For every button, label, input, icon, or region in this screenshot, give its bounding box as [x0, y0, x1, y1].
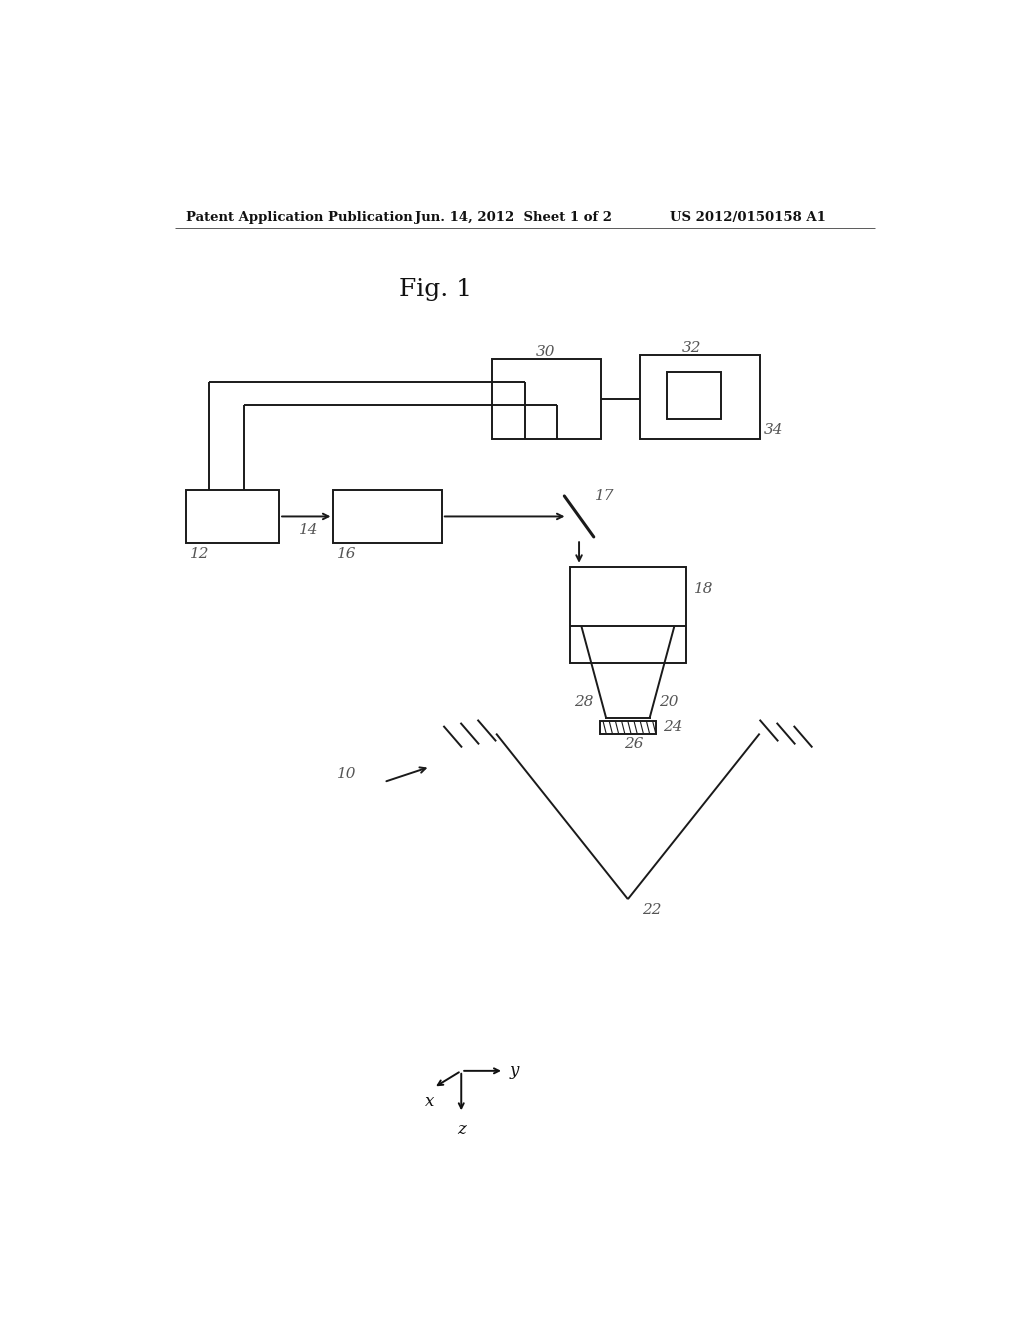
Bar — [667, 372, 721, 418]
Text: z: z — [457, 1121, 466, 1138]
Text: 12: 12 — [190, 548, 210, 561]
Text: 10: 10 — [337, 767, 356, 781]
Text: Fig. 1: Fig. 1 — [399, 277, 472, 301]
Text: Patent Application Publication: Patent Application Publication — [186, 211, 413, 224]
Text: 16: 16 — [337, 548, 356, 561]
Text: 17: 17 — [595, 490, 614, 503]
Text: Jun. 14, 2012  Sheet 1 of 2: Jun. 14, 2012 Sheet 1 of 2 — [415, 211, 611, 224]
Bar — [493, 359, 601, 440]
Text: US 2012/0150158 A1: US 2012/0150158 A1 — [671, 211, 826, 224]
Text: 20: 20 — [658, 696, 678, 709]
Bar — [640, 355, 760, 440]
Bar — [569, 566, 686, 663]
Bar — [334, 490, 442, 544]
Text: 34: 34 — [764, 422, 783, 437]
Text: 28: 28 — [573, 696, 593, 709]
Text: 26: 26 — [624, 738, 643, 751]
Bar — [600, 721, 655, 734]
Text: 24: 24 — [664, 719, 683, 734]
Bar — [186, 490, 280, 544]
Text: 30: 30 — [536, 345, 555, 359]
Text: y: y — [510, 1063, 519, 1080]
Text: x: x — [425, 1093, 434, 1110]
Text: 22: 22 — [642, 903, 662, 917]
Text: 14: 14 — [299, 523, 318, 537]
Text: 18: 18 — [693, 582, 714, 595]
Text: 32: 32 — [682, 341, 701, 355]
